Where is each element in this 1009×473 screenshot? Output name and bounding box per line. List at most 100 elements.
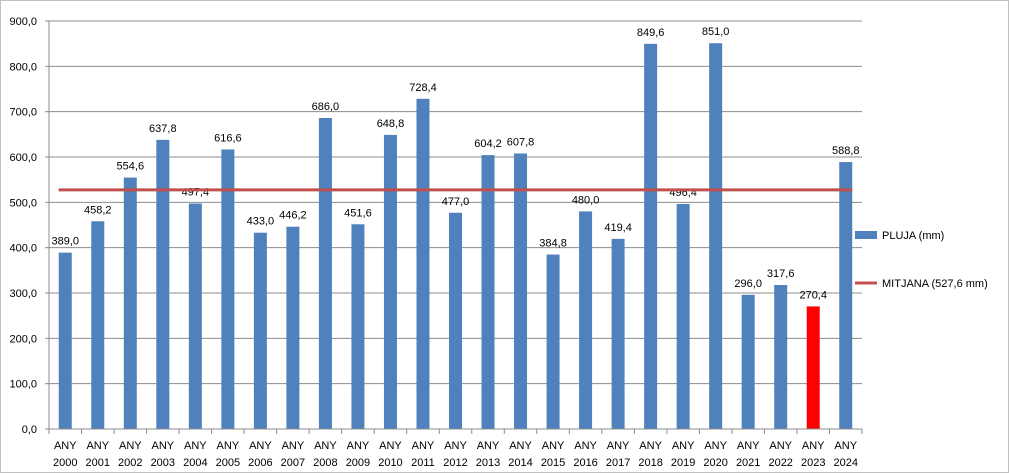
x-tick-label: ANY [672,440,695,452]
bar [351,224,365,429]
data-label: 497,4 [182,187,210,199]
x-tick-label: ANY [769,440,792,452]
x-tick-label: ANY [217,440,240,452]
x-tick-label: 2003 [151,457,175,469]
data-labels: 389,0 458,2 554,6 637,8 497,4 616,6 433,0 446,2… [51,26,859,301]
bar [123,177,137,429]
x-tick-label: ANY [444,440,467,452]
x-tick-label: ANY [542,440,565,452]
legend-swatch-pluja [855,231,877,239]
bar [806,306,820,429]
x-tick-label: 2016 [573,457,597,469]
x-tick-label: ANY [119,440,142,452]
bar [91,221,105,429]
x-tick-label: ANY [184,440,207,452]
x-tick-label: 2020 [703,457,727,469]
x-tick-label: ANY [314,440,337,452]
x-tick-label: ANY [639,440,662,452]
x-tick-label: ANY [802,440,825,452]
x-tick-label: 2012 [443,457,467,469]
y-tick-label: 500,0 [9,197,37,209]
bar [514,153,528,430]
y-tick-label: 200,0 [9,333,37,345]
data-label: 433,0 [247,216,275,228]
x-tick-label: 2022 [768,457,792,469]
x-tick-label: 2015 [541,457,565,469]
data-label: 446,2 [279,210,307,222]
bar [676,203,690,429]
x-tick-label: ANY [54,440,77,452]
x-tick-label: 2021 [736,457,760,469]
data-label: 686,0 [312,101,340,113]
x-tick-label: 2009 [346,457,370,469]
x-tick-label: 2007 [281,457,305,469]
bar [709,43,723,430]
x-tick-label: ANY [834,440,857,452]
y-tick-label: 600,0 [9,152,37,164]
bar [156,139,170,429]
data-label: 648,8 [377,118,405,130]
data-label: 317,6 [767,268,795,280]
y-axis-tick-labels: 0,0 100,0 200,0 300,0 400,0 500,0 600,0 700,0 80… [9,16,49,436]
bar [644,43,658,430]
x-tick-label: 2010 [378,457,402,469]
x-tick-label: 2017 [606,457,630,469]
x-tick-label: 2019 [671,457,695,469]
bar [58,252,72,429]
data-label: 389,0 [51,236,79,248]
x-tick-label: 2018 [638,457,662,469]
x-tick-label: ANY [574,440,597,452]
x-tick-label: 2024 [833,457,857,469]
y-tick-label: 100,0 [9,379,37,391]
legend-label-pluja: PLUJA (mm) [882,230,944,242]
bar [774,285,788,429]
bar [318,118,332,429]
bar [839,162,853,429]
x-tick-label: 2006 [248,457,272,469]
x-tick-label: 2001 [86,457,110,469]
y-tick-label: 900,0 [9,16,37,28]
data-label: 849,6 [637,27,665,39]
x-tick-label: 2004 [183,457,207,469]
data-label: 728,4 [409,82,437,94]
bar [253,232,267,429]
x-tick-label: 2002 [118,457,142,469]
data-label: 270,4 [799,289,827,301]
y-tick-label: 800,0 [9,61,37,73]
bar [188,203,202,429]
y-tick-label: 300,0 [9,288,37,300]
legend-label-mitjana: MITJANA (527,6 mm) [882,278,988,290]
x-tick-label: 2011 [411,457,435,469]
data-label: 419,4 [604,222,632,234]
x-tick-label: ANY [86,440,109,452]
x-tick-label: ANY [347,440,370,452]
x-tick-label: ANY [282,440,305,452]
data-label: 477,0 [442,196,470,208]
bar [416,98,430,430]
bar [741,294,755,429]
y-tick-label: 400,0 [9,243,37,255]
bar [546,254,560,429]
bar [383,134,397,430]
x-tick-label: 2014 [508,457,532,469]
data-label: 554,6 [117,161,145,173]
data-label: 451,6 [344,207,372,219]
x-tick-label: 2005 [216,457,240,469]
data-label: 296,0 [734,278,762,290]
y-tick-label: 700,0 [9,107,37,119]
data-label: 616,6 [214,132,242,144]
data-label: 384,8 [539,238,567,250]
data-label: 480,0 [572,194,600,206]
x-tick-label: 2013 [476,457,500,469]
data-label: 607,8 [507,136,535,148]
data-label: 637,8 [149,123,177,135]
x-axis: ANY 2000 ANY 2001 ANY 2002 ANY 2003 ANY 2004 ANY 20… [48,21,863,469]
x-tick-label: ANY [379,440,402,452]
bar [481,155,495,429]
bar [286,226,300,429]
x-tick-label: 2000 [53,457,77,469]
x-tick-label: ANY [412,440,435,452]
x-tick-label: ANY [607,440,630,452]
x-tick-label: ANY [737,440,760,452]
